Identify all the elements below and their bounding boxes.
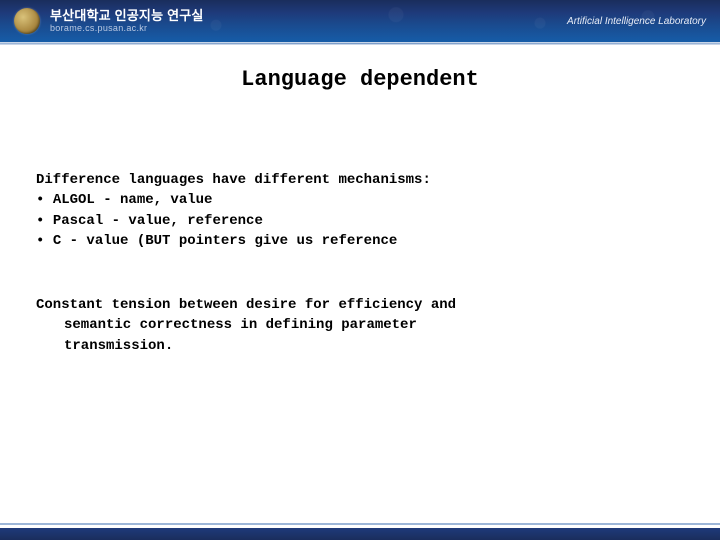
para2-line2: semantic correctness in defining paramet… <box>36 315 684 335</box>
tension-paragraph: Constant tension between desire for effi… <box>36 295 684 356</box>
org-title: 부산대학교 인공지능 연구실 <box>50 9 204 22</box>
list-item: C - value (BUT pointers give us referenc… <box>36 231 684 251</box>
footer <box>0 523 720 540</box>
org-text: 부산대학교 인공지능 연구실 borame.cs.pusan.ac.kr <box>50 9 204 33</box>
para2-line3: transmission. <box>36 336 684 356</box>
footer-divider <box>0 523 720 525</box>
slide-title: Language dependent <box>36 67 684 92</box>
lab-name: Artificial Intelligence Laboratory <box>567 16 706 27</box>
bullet-list: ALGOL - name, value Pascal - value, refe… <box>36 190 684 251</box>
university-logo-icon <box>14 8 40 34</box>
header-bar: 부산대학교 인공지능 연구실 borame.cs.pusan.ac.kr Art… <box>0 0 720 42</box>
para2-line1: Constant tension between desire for effi… <box>36 297 456 313</box>
intro-line: Difference languages have different mech… <box>36 170 684 190</box>
footer-bar <box>0 528 720 540</box>
header-left: 부산대학교 인공지능 연구실 borame.cs.pusan.ac.kr <box>14 8 204 34</box>
list-item: ALGOL - name, value <box>36 190 684 210</box>
list-item: Pascal - value, reference <box>36 211 684 231</box>
slide-content: Language dependent Difference languages … <box>0 45 720 356</box>
org-url: borame.cs.pusan.ac.kr <box>50 24 204 33</box>
